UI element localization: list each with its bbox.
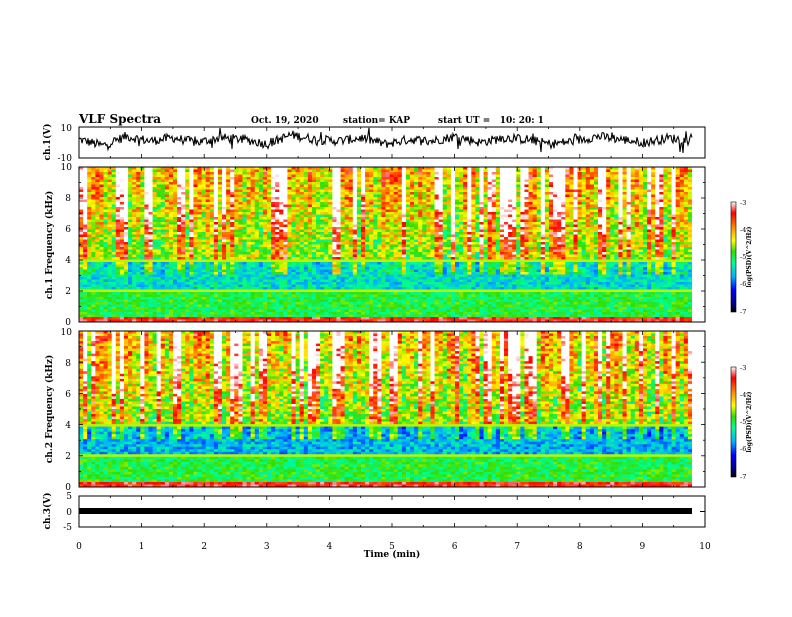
ch1-ytick-8: 8: [65, 194, 71, 204]
ch1-waveform-panel: 10 -10 ch.1(V): [42, 124, 706, 164]
ch1-ytick-10: 10: [61, 163, 73, 173]
ch1-waveform-line: [78, 127, 693, 153]
x-tick-label-3: 3: [264, 542, 270, 552]
ch2-cbar-tick-5: -5: [740, 418, 746, 426]
ch1-cbar-tick-4: -4: [740, 226, 746, 234]
ch1-ytick-bottom: -10: [58, 154, 73, 164]
x-tick-label-4: 4: [327, 542, 333, 552]
ch3-waveform-ylabel: ch.3(V): [42, 493, 53, 530]
ch1-ytick-top: 10: [61, 124, 73, 134]
ch2-ytick-0: 0: [65, 483, 71, 493]
ch1-cbar-tick-5: -5: [740, 253, 746, 261]
x-tick-label-0: 0: [76, 542, 82, 552]
ch3-waveform-trace: [79, 508, 692, 514]
ch1-cbar-tick-3: -3: [740, 199, 746, 207]
x-tick-label-8: 8: [577, 542, 583, 552]
ch1-cbar-label: log(PSD)(V^2/Hz): [746, 226, 753, 287]
ch2-cbar-tick-7: -7: [740, 473, 746, 481]
ch1-waveform-ylabel: ch.1(V): [42, 124, 53, 161]
ch2-cbar-label: log(PSD)(V^2/Hz): [746, 391, 753, 452]
header-date: Oct. 19, 2020: [251, 116, 319, 126]
ch2-cbar-tick-3: -3: [740, 364, 746, 372]
ch1-ytick-0: 0: [65, 318, 71, 328]
ch2-ytick-10: 10: [61, 328, 73, 338]
ch2-ytick-4: 4: [65, 421, 71, 431]
x-tick-label-7: 7: [514, 542, 520, 552]
header-start-time: start UT = 10: 20: 1: [438, 116, 544, 126]
ch2-cbar-tick-4: -4: [740, 391, 746, 399]
ch3-ytick-minus5: -5: [63, 523, 72, 533]
x-tick-label-2: 2: [201, 542, 207, 552]
x-tick-label-5: 5: [389, 542, 395, 552]
ch2-colorbar: -3 -4 -5 -6 -7 log(PSD)(V^2/Hz): [730, 364, 753, 481]
figure-title: VLF Spectra: [78, 112, 161, 126]
ch3-ytick-0: 0: [66, 508, 72, 518]
ch2-spectrogram-image: [79, 331, 705, 488]
ch1-ytick-2: 2: [65, 287, 71, 297]
x-tick-label-10: 10: [699, 542, 711, 552]
ch3-ytick-5: 5: [66, 492, 72, 502]
x-tick-label-6: 6: [452, 542, 458, 552]
x-axis-ticks: [78, 127, 706, 527]
ch2-ytick-6: 6: [65, 390, 71, 400]
ch2-spectrogram-ylabel: ch.2 Frequency (kHz): [44, 355, 55, 464]
ch1-cbar-tick-7: -7: [740, 308, 746, 316]
ch2-ytick-8: 8: [65, 359, 71, 369]
ch1-ytick-4: 4: [65, 256, 71, 266]
ch1-ytick-6: 6: [65, 225, 71, 235]
ch1-spectrogram-ylabel: ch.1 Frequency (kHz): [44, 191, 55, 300]
ch1-spectrogram-panel: 0 2 4 6 8 10 ch.1 Frequency (kHz): [44, 163, 706, 328]
ch2-cbar-tick-6: -6: [740, 445, 746, 453]
ch1-spectrogram-image: [79, 167, 705, 323]
x-tick-label-9: 9: [640, 542, 646, 552]
ch2-ytick-2: 2: [65, 452, 71, 462]
ch1-cbar-tick-6: -6: [740, 280, 746, 288]
x-axis-label: Time (min): [364, 549, 421, 560]
x-axis-tick-labels: 0 1 2 3 4 5 6 7 8 9 10: [76, 542, 711, 552]
x-tick-label-1: 1: [139, 542, 145, 552]
ch3-waveform-panel: 5 0 -5 ch.3(V): [42, 492, 706, 533]
header-station: station= KAP: [343, 116, 410, 126]
ch1-colorbar: -3 -4 -5 -6 -7 log(PSD)(V^2/Hz): [730, 199, 753, 316]
ch2-spectrogram-panel: 0 2 4 6 8 10 ch.2 Frequency (kHz): [44, 328, 706, 493]
